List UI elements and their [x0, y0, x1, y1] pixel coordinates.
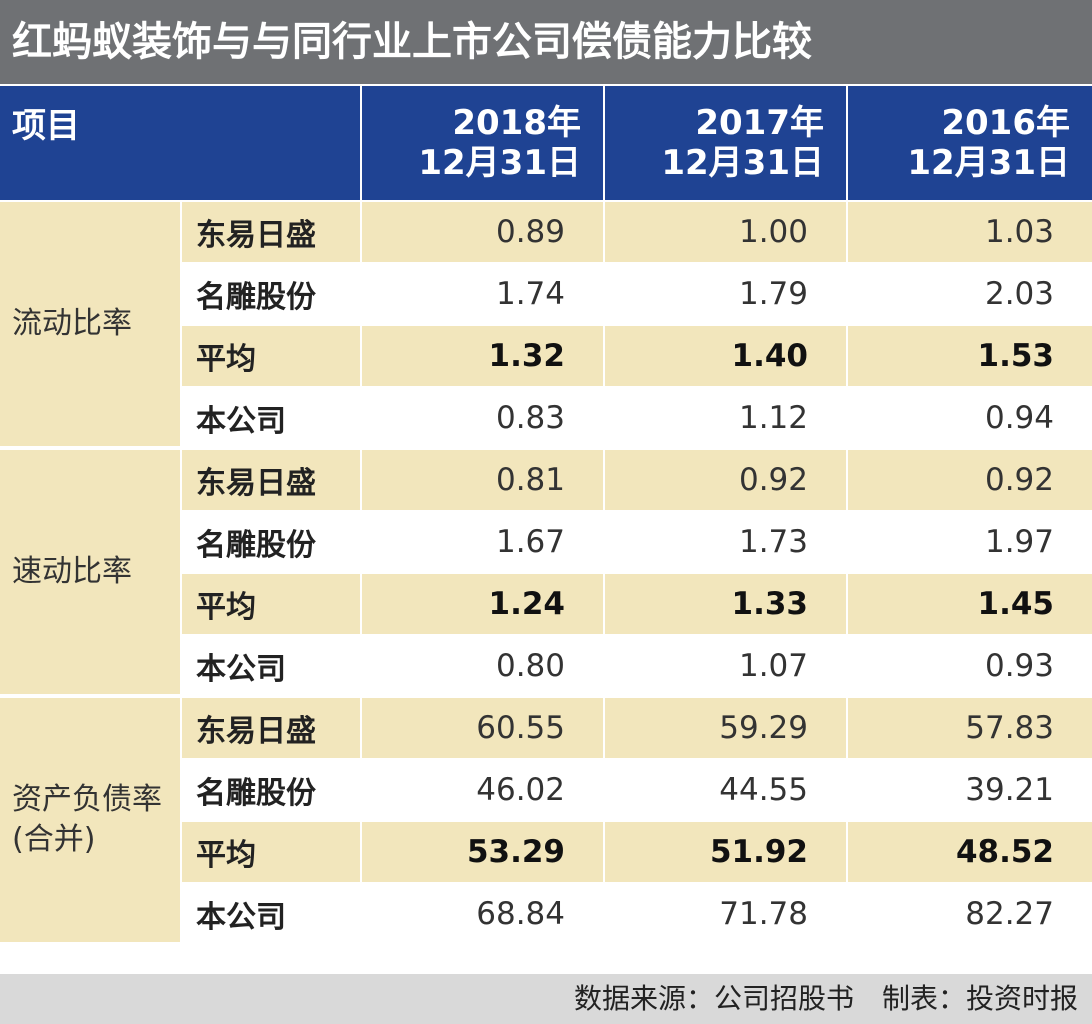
header-year: 2018年 — [452, 103, 581, 143]
value-cell: 1.12 — [605, 388, 848, 450]
metric-label-line: 流动比率 — [12, 306, 132, 341]
value-cell: 59.29 — [605, 698, 848, 760]
value-cell: 1.00 — [605, 202, 848, 264]
value-cell: 60.55 — [362, 698, 605, 760]
metric-label: 速动比率 — [0, 450, 182, 698]
header-row: 项目 2018年 12月31日 2017年 12月31日 2016年 12月31… — [0, 86, 1092, 202]
value-cell: 82.27 — [848, 884, 1092, 946]
value-cell: 1.03 — [848, 202, 1092, 264]
value-cell: 2.03 — [848, 264, 1092, 326]
value-cell: 1.45 — [848, 574, 1092, 636]
value-cell: 1.07 — [605, 636, 848, 698]
value-cell: 51.92 — [605, 822, 848, 884]
header-date-2017: 2017年 12月31日 — [605, 86, 848, 202]
value-cell: 53.29 — [362, 822, 605, 884]
header-day: 12月31日 — [418, 143, 581, 183]
value-cell: 39.21 — [848, 760, 1092, 822]
value-cell: 68.84 — [362, 884, 605, 946]
value-cell: 0.92 — [848, 450, 1092, 512]
row-average: 平均 53.29 51.92 48.52 — [0, 822, 1092, 884]
value-cell: 1.67 — [362, 512, 605, 574]
row-dongyi: 速动比率 东易日盛 0.81 0.92 0.92 — [0, 450, 1092, 698]
footer-source: 数据来源：公司招股书 — [573, 982, 854, 1015]
company-name: 名雕股份 — [182, 264, 362, 326]
row-dongyi: 资产负债率 (合并) 东易日盛 60.55 59.29 57.83 — [0, 698, 1092, 946]
value-cell: 0.83 — [362, 388, 605, 450]
value-cell: 1.79 — [605, 264, 848, 326]
footer-maker: 制表：投资时报 — [881, 982, 1078, 1015]
value-cell: 0.80 — [362, 636, 605, 698]
value-cell: 1.32 — [362, 326, 605, 388]
company-name: 名雕股份 — [182, 512, 362, 574]
value-cell: 1.73 — [605, 512, 848, 574]
value-cell: 46.02 — [362, 760, 605, 822]
row-average: 平均 1.32 1.40 1.53 — [0, 326, 1092, 388]
row-average: 平均 1.24 1.33 1.45 — [0, 574, 1092, 636]
value-cell: 0.92 — [605, 450, 848, 512]
value-cell: 1.53 — [848, 326, 1092, 388]
value-cell: 0.81 — [362, 450, 605, 512]
company-name: 本公司 — [182, 884, 362, 946]
value-cell: 1.40 — [605, 326, 848, 388]
header-date-2018: 2018年 12月31日 — [362, 86, 605, 202]
company-name: 东易日盛 — [182, 698, 362, 760]
company-name: 平均 — [182, 574, 362, 636]
row-company: 本公司 0.80 1.07 0.93 — [0, 636, 1092, 698]
metric-label: 资产负债率 (合并) — [0, 698, 182, 946]
header-date-2016: 2016年 12月31日 — [848, 86, 1092, 202]
row-mingdiao: 名雕股份 1.74 1.79 2.03 — [0, 264, 1092, 326]
value-cell: 0.94 — [848, 388, 1092, 450]
value-cell: 1.74 — [362, 264, 605, 326]
metric-label: 流动比率 — [0, 202, 182, 450]
metric-label-line: (合并) — [12, 822, 96, 857]
table-body: 流动比率 东易日盛 0.89 1.00 1.03 名雕股份 1.74 1.79 2.03 平均 1.… — [0, 202, 1092, 946]
row-company: 本公司 68.84 71.78 82.27 — [0, 884, 1092, 946]
company-name: 东易日盛 — [182, 202, 362, 264]
row-dongyi: 流动比率 东易日盛 0.89 1.00 1.03 — [0, 202, 1092, 450]
metric-label-line: 资产负债率 — [12, 782, 162, 817]
row-company: 本公司 0.83 1.12 0.94 — [0, 388, 1092, 450]
company-name: 名雕股份 — [182, 760, 362, 822]
company-name: 本公司 — [182, 388, 362, 450]
value-cell: 0.89 — [362, 202, 605, 264]
page-title: 红蚂蚁装饰与与同行业上市公司偿债能力比较 — [0, 0, 1092, 84]
value-cell: 1.97 — [848, 512, 1092, 574]
company-name: 本公司 — [182, 636, 362, 698]
value-cell: 44.55 — [605, 760, 848, 822]
value-cell: 48.52 — [848, 822, 1092, 884]
value-cell: 71.78 — [605, 884, 848, 946]
value-cell: 0.93 — [848, 636, 1092, 698]
value-cell: 1.33 — [605, 574, 848, 636]
footer-credits: 数据来源：公司招股书 制表：投资时报 — [0, 974, 1092, 1024]
company-name: 平均 — [182, 326, 362, 388]
header-day: 12月31日 — [907, 143, 1070, 183]
header-year: 2016年 — [941, 103, 1070, 143]
solvency-table: 项目 2018年 12月31日 2017年 12月31日 2016年 12月31… — [0, 86, 1092, 946]
company-name: 平均 — [182, 822, 362, 884]
row-mingdiao: 名雕股份 1.67 1.73 1.97 — [0, 512, 1092, 574]
value-cell: 1.24 — [362, 574, 605, 636]
row-mingdiao: 名雕股份 46.02 44.55 39.21 — [0, 760, 1092, 822]
header-day: 12月31日 — [661, 143, 824, 183]
metric-label-line: 速动比率 — [12, 554, 132, 589]
header-year: 2017年 — [695, 103, 824, 143]
header-item: 项目 — [0, 86, 362, 202]
company-name: 东易日盛 — [182, 450, 362, 512]
value-cell: 57.83 — [848, 698, 1092, 760]
